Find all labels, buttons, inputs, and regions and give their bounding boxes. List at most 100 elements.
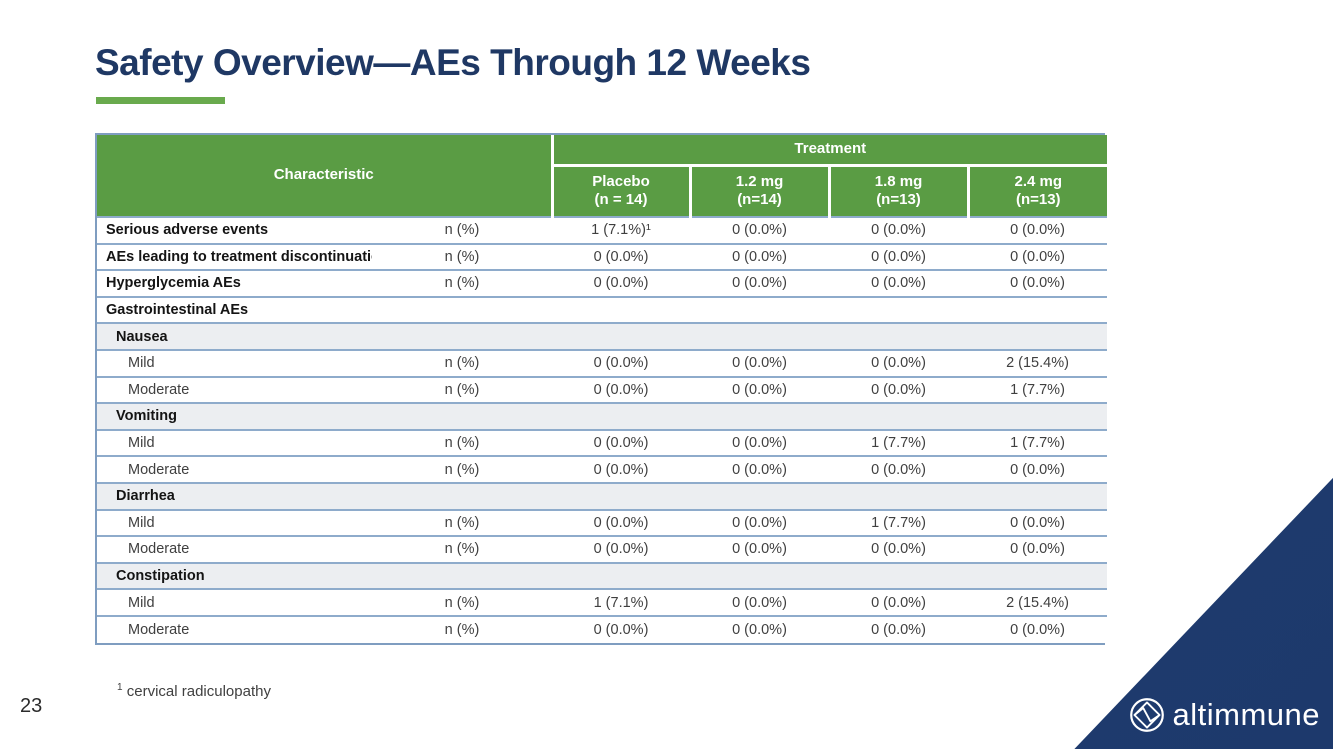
- row-value-2-4mg: [968, 561, 1108, 590]
- row-unit: [372, 561, 552, 590]
- row-value-2-4mg: [968, 481, 1108, 510]
- row-value-1-8mg: 0 (0.0%): [829, 614, 968, 643]
- row-value-1-2mg: 0 (0.0%): [690, 216, 829, 244]
- column-header-characteristic: Characteristic: [97, 135, 554, 217]
- row-value-2-4mg: 2 (15.4%): [968, 588, 1108, 616]
- title-underline: [96, 97, 225, 104]
- row-label: Gastrointestinal AEs: [97, 295, 372, 324]
- page-number: 23: [20, 695, 43, 717]
- table-row: Mild n (%) 0 (0.0%) 0 (0.0%) 1 (7.7%) 1 …: [97, 428, 1108, 457]
- row-value-1-8mg: 0 (0.0%): [829, 455, 968, 483]
- row-value-2-4mg: 2 (15.4%): [968, 348, 1108, 377]
- row-value-1-8mg: [829, 322, 968, 350]
- table-row: Mild n (%) 1 (7.1%) 0 (0.0%) 0 (0.0%) 2 …: [97, 588, 1108, 616]
- row-value-1-2mg: [690, 402, 829, 430]
- row-value-1-8mg: 0 (0.0%): [829, 375, 968, 404]
- table-row: Moderate n (%) 0 (0.0%) 0 (0.0%) 0 (0.0%…: [97, 535, 1108, 563]
- row-unit: n (%): [372, 428, 552, 457]
- row-value-1-2mg: 0 (0.0%): [690, 269, 829, 297]
- table-row: Moderate n (%) 0 (0.0%) 0 (0.0%) 0 (0.0%…: [97, 614, 1108, 643]
- altimmune-logo: altimmune: [1128, 696, 1321, 734]
- row-value-placebo: 0 (0.0%): [552, 269, 690, 297]
- table-row: Moderate n (%) 0 (0.0%) 0 (0.0%) 0 (0.0%…: [97, 375, 1108, 404]
- row-unit: n (%): [372, 348, 552, 377]
- footnote-text: cervical radiculopathy: [126, 683, 271, 700]
- table-row: Nausea: [97, 322, 1108, 350]
- row-value-2-4mg: 1 (7.7%): [968, 428, 1108, 457]
- row-value-1-8mg: [829, 481, 968, 510]
- row-value-1-8mg: 1 (7.7%): [829, 508, 968, 537]
- row-value-1-2mg: 0 (0.0%): [690, 588, 829, 616]
- row-value-placebo: 0 (0.0%): [552, 428, 690, 457]
- column-header-1-8mg: 1.8 mg (n=13): [829, 165, 970, 217]
- row-value-1-8mg: 1 (7.7%): [829, 428, 968, 457]
- row-value-2-4mg: [968, 322, 1108, 350]
- row-label: Moderate: [97, 455, 372, 483]
- aes-table-container: Characteristic Treatment Placebo (n = 14…: [95, 133, 1108, 645]
- row-value-2-4mg: 0 (0.0%): [968, 216, 1108, 244]
- altimmune-logo-text: altimmune: [1172, 696, 1320, 732]
- table-row: Serious adverse events n (%) 1 (7.1%)¹ 0…: [97, 216, 1108, 244]
- row-unit: n (%): [372, 216, 552, 244]
- row-value-1-8mg: [829, 561, 968, 590]
- row-value-placebo: 0 (0.0%): [552, 614, 690, 643]
- row-label: Moderate: [97, 535, 372, 563]
- row-value-1-2mg: 0 (0.0%): [690, 348, 829, 377]
- table-row: Mild n (%) 0 (0.0%) 0 (0.0%) 1 (7.7%) 0 …: [97, 508, 1108, 537]
- row-value-1-2mg: 0 (0.0%): [690, 428, 829, 457]
- row-value-1-2mg: 0 (0.0%): [690, 455, 829, 483]
- table-row: Gastrointestinal AEs: [97, 295, 1108, 324]
- row-value-2-4mg: [968, 402, 1108, 430]
- row-value-placebo: 1 (7.1%): [552, 588, 690, 616]
- row-unit: [372, 402, 552, 430]
- column-header-2-4mg: 2.4 mg (n=13): [968, 165, 1108, 217]
- row-value-1-2mg: 0 (0.0%): [690, 614, 829, 643]
- table-row: AEs leading to treatment discontinuation…: [97, 242, 1108, 271]
- row-unit: n (%): [372, 535, 552, 563]
- row-unit: n (%): [372, 242, 552, 271]
- altimmune-logo-icon: [1128, 696, 1166, 734]
- row-label: Nausea: [97, 322, 372, 350]
- row-unit: n (%): [372, 455, 552, 483]
- row-label: Mild: [97, 588, 372, 616]
- column-header-treatment: Treatment: [552, 135, 1108, 167]
- aes-table: Characteristic Treatment Placebo (n = 14…: [97, 135, 1108, 643]
- row-value-placebo: 0 (0.0%): [552, 535, 690, 563]
- row-value-1-8mg: 0 (0.0%): [829, 348, 968, 377]
- row-unit: n (%): [372, 375, 552, 404]
- row-value-placebo: 0 (0.0%): [552, 375, 690, 404]
- row-unit: n (%): [372, 508, 552, 537]
- row-value-2-4mg: 0 (0.0%): [968, 242, 1108, 271]
- row-label: Hyperglycemia AEs: [97, 269, 372, 297]
- table-row: Hyperglycemia AEs n (%) 0 (0.0%) 0 (0.0%…: [97, 269, 1108, 297]
- row-label: AEs leading to treatment discontinuation: [97, 242, 372, 271]
- row-value-1-8mg: 0 (0.0%): [829, 269, 968, 297]
- footnote-marker: 1: [117, 682, 123, 693]
- row-value-1-8mg: 0 (0.0%): [829, 588, 968, 616]
- table-row: Mild n (%) 0 (0.0%) 0 (0.0%) 0 (0.0%) 2 …: [97, 348, 1108, 377]
- row-unit: [372, 295, 552, 324]
- column-header-1-2mg: 1.2 mg (n=14): [690, 165, 831, 217]
- column-header-placebo: Placebo (n = 14): [552, 165, 692, 217]
- row-unit: [372, 322, 552, 350]
- row-value-2-4mg: 0 (0.0%): [968, 535, 1108, 563]
- row-label: Mild: [97, 508, 372, 537]
- row-value-2-4mg: 0 (0.0%): [968, 269, 1108, 297]
- row-label: Moderate: [97, 614, 372, 643]
- row-value-placebo: [552, 481, 690, 510]
- row-unit: n (%): [372, 614, 552, 643]
- row-label: Constipation: [97, 561, 372, 590]
- row-unit: n (%): [372, 269, 552, 297]
- slide-title: Safety Overview—AEs Through 12 Weeks: [95, 42, 811, 83]
- row-value-2-4mg: 1 (7.7%): [968, 375, 1108, 404]
- row-value-1-8mg: 0 (0.0%): [829, 535, 968, 563]
- row-label: Mild: [97, 428, 372, 457]
- row-label: Moderate: [97, 375, 372, 404]
- row-label: Mild: [97, 348, 372, 377]
- row-value-2-4mg: 0 (0.0%): [968, 614, 1108, 643]
- row-value-placebo: [552, 561, 690, 590]
- row-value-2-4mg: [968, 295, 1108, 324]
- footnote: 1 cervical radiculopathy: [117, 682, 271, 700]
- row-value-1-2mg: [690, 295, 829, 324]
